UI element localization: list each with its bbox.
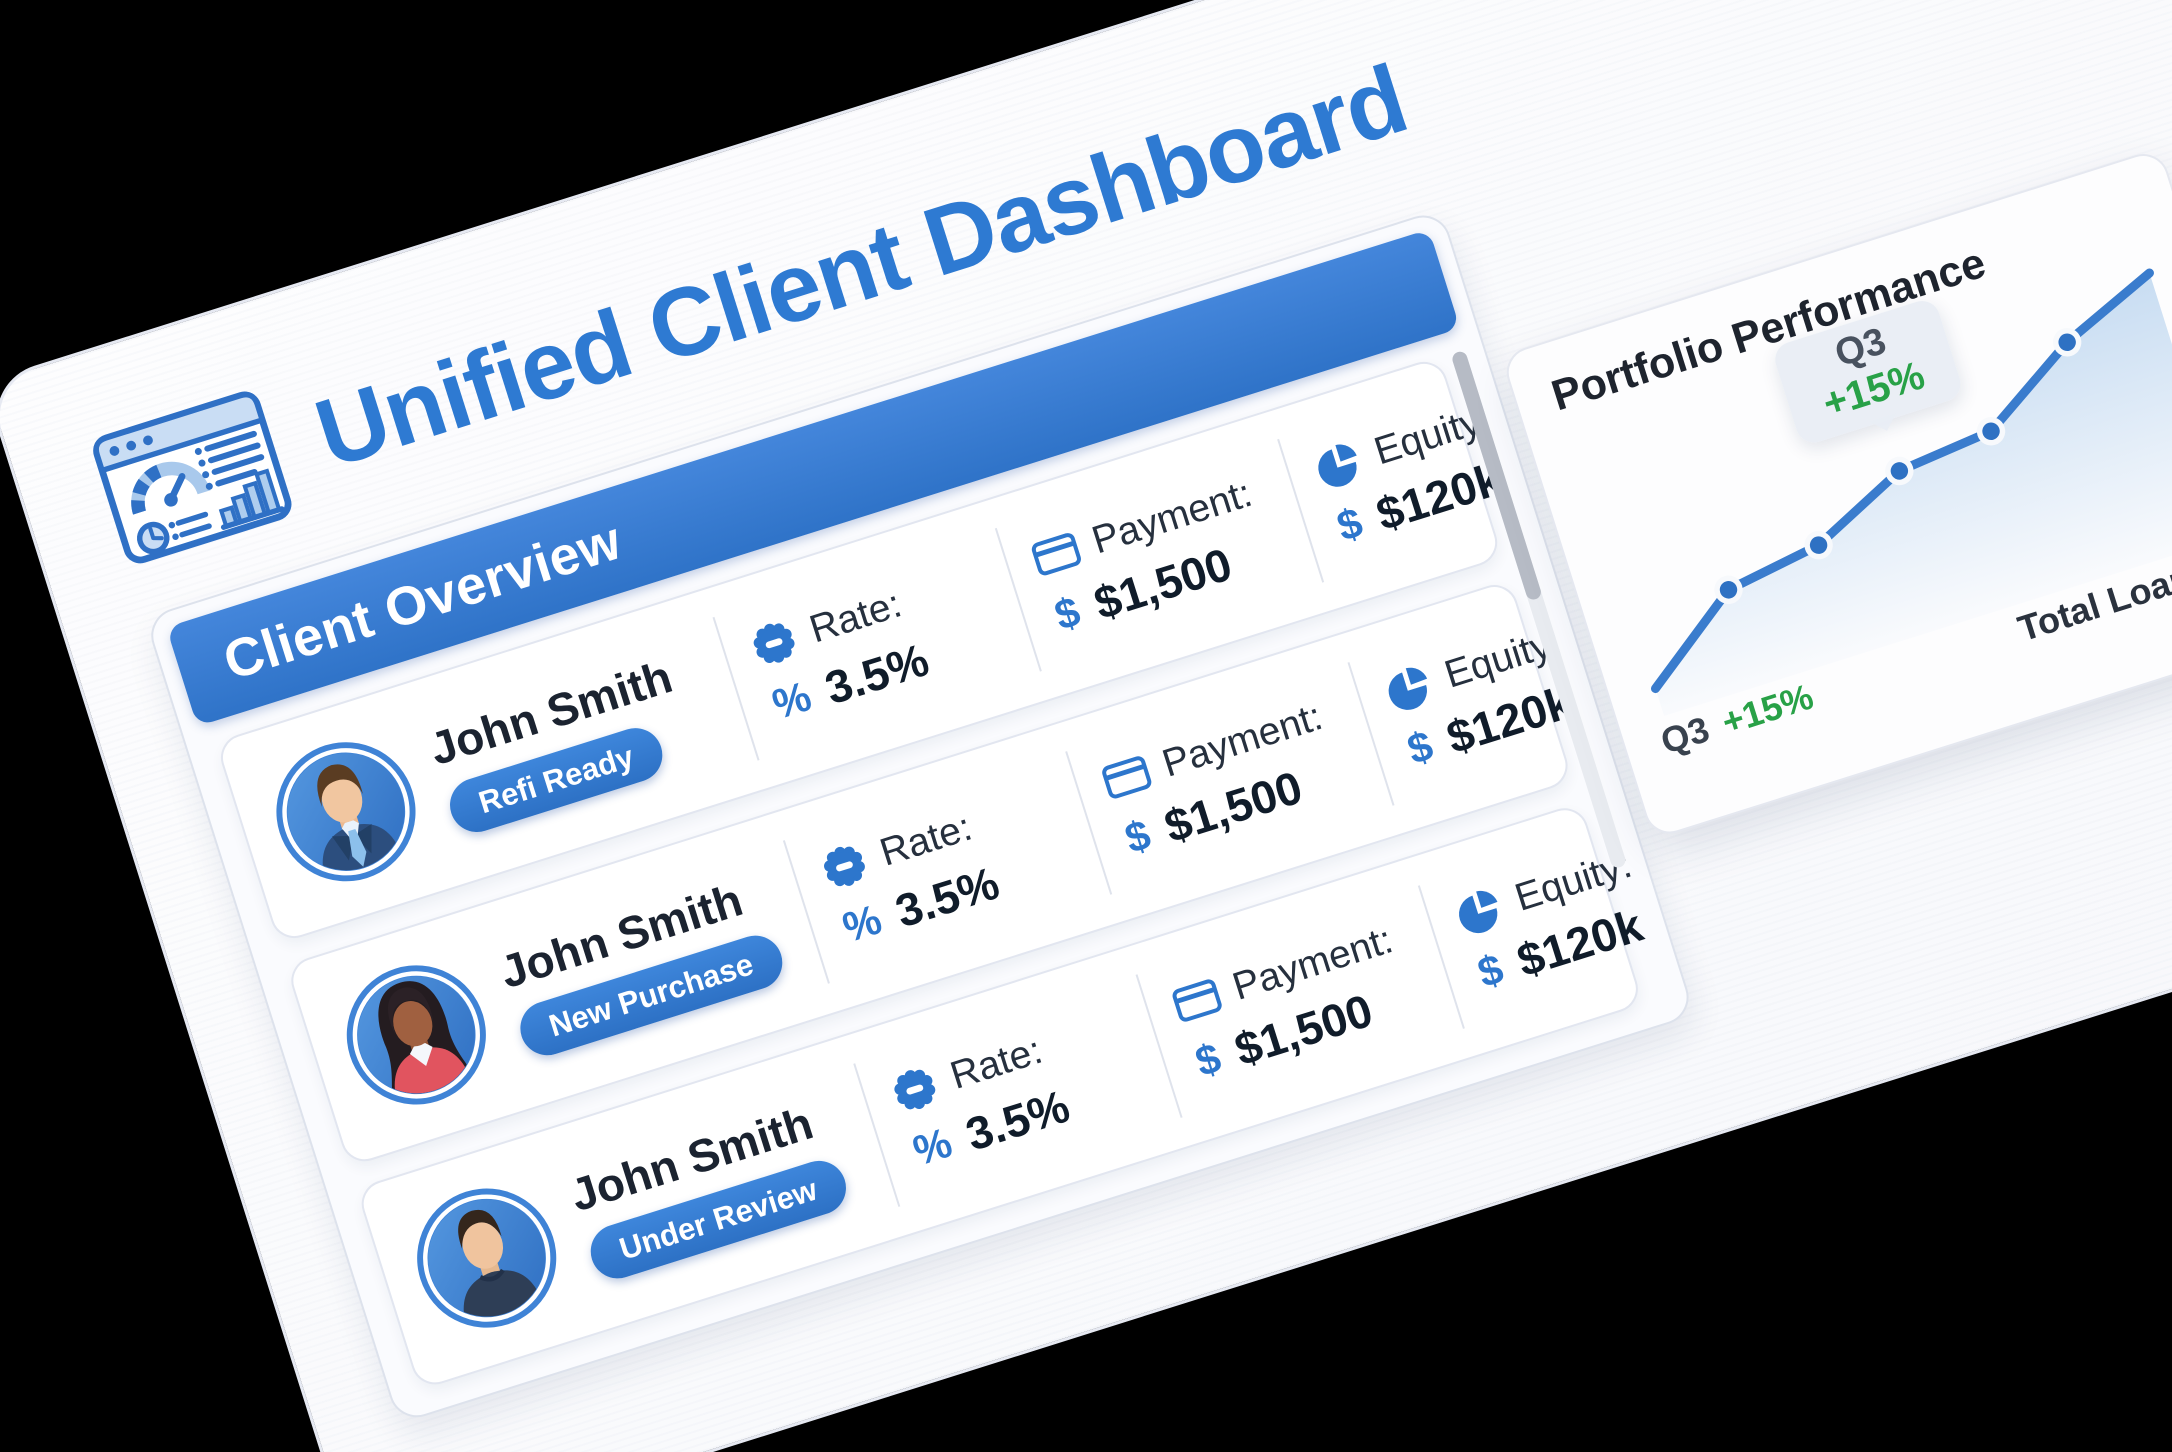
equity-stat: Equity: $ $120k: [1371, 598, 1654, 782]
payment-card-icon: [1102, 756, 1152, 799]
dollar-symbol: $: [1401, 721, 1439, 774]
payment-card-icon: [1172, 979, 1222, 1022]
percent-symbol: %: [907, 1118, 958, 1175]
client-rows: John Smith Refi Ready: [203, 347, 1670, 1394]
dollar-symbol: $: [1472, 944, 1509, 997]
rate-badge-icon: [894, 1069, 936, 1110]
payment-stat: Payment: $ $1,500: [1088, 687, 1371, 871]
equity-stat: Equity: $ $120k: [1300, 374, 1583, 558]
client-overview-panel: Client Overview: [144, 208, 1696, 1425]
avatar-male-tee: [417, 1188, 557, 1332]
avatar-male-suit: [276, 742, 416, 886]
dollar-symbol: $: [1119, 810, 1156, 863]
rate-stat: Rate: % 3.5%: [876, 999, 1159, 1183]
rate-badge-icon: [753, 623, 795, 663]
client-row[interactable]: John Smith Under Review: [355, 802, 1649, 1391]
dollar-symbol: $: [1189, 1033, 1227, 1086]
portfolio-chart: Q3 +15%: [1564, 248, 2172, 719]
payment-card-icon: [1031, 533, 1081, 576]
rate-stat: Rate: % 3.5%: [736, 552, 1019, 736]
client-info: John Smith Refi Ready: [423, 637, 738, 839]
footer-quarter: Q3: [1655, 708, 1714, 762]
portfolio-performance-card: Portfolio Performance Q3 +15%: [1500, 147, 2172, 841]
chart-area: [1655, 272, 2172, 716]
equity-pie-icon: [1388, 667, 1428, 710]
equity-pie-icon: [1318, 444, 1357, 487]
percent-symbol: %: [837, 895, 887, 952]
client-row[interactable]: John Smith Refi Ready: [214, 355, 1508, 945]
rate-badge-icon: [824, 846, 865, 887]
client-info: John Smith Under Review: [564, 1083, 879, 1286]
dashboard-header: Unified Client Dashboard: [80, 0, 2172, 595]
dashboard-logo-icon: [93, 391, 292, 564]
payment-stat: Payment: $ $1,500: [1018, 463, 1301, 647]
client-info: John Smith New Purchase: [494, 860, 809, 1063]
chart-dots: [1714, 328, 2082, 605]
payment-stat: Payment: $ $1,500: [1159, 910, 1442, 1094]
dollar-symbol: $: [1049, 587, 1086, 640]
equity-pie-icon: [1459, 890, 1498, 934]
rate-stat: Rate: % 3.5%: [806, 776, 1089, 960]
dollar-symbol: $: [1331, 498, 1368, 551]
client-row[interactable]: John Smith New Purchase: [285, 578, 1578, 1168]
equity-stat: Equity: $ $120k: [1441, 821, 1724, 1005]
line-chart: [1650, 268, 2172, 716]
avatar-female: [346, 965, 486, 1109]
percent-symbol: %: [766, 672, 817, 729]
